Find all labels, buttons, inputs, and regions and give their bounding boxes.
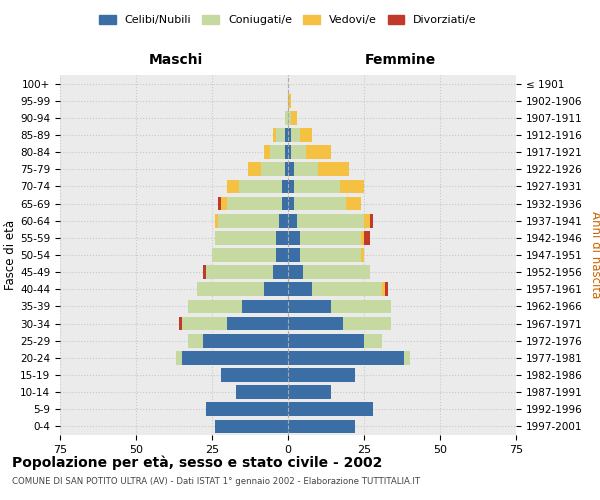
Bar xyxy=(288,402,373,416)
Bar xyxy=(285,162,288,176)
Text: COMUNE DI SAN POTITO ULTRA (AV) - Dati ISTAT 1° gennaio 2002 - Elaborazione TUTT: COMUNE DI SAN POTITO ULTRA (AV) - Dati I… xyxy=(12,478,420,486)
Bar xyxy=(364,214,370,228)
Bar xyxy=(294,196,346,210)
Bar xyxy=(313,282,382,296)
Bar xyxy=(288,214,297,228)
Bar xyxy=(263,146,270,159)
Bar xyxy=(273,128,276,142)
Bar xyxy=(288,111,291,124)
Y-axis label: Anni di nascita: Anni di nascita xyxy=(589,212,600,298)
Bar xyxy=(288,420,355,434)
Bar xyxy=(285,111,288,124)
Bar xyxy=(288,128,291,142)
Bar xyxy=(297,214,364,228)
Bar xyxy=(288,282,313,296)
Text: Maschi: Maschi xyxy=(148,54,203,68)
Bar xyxy=(343,316,391,330)
Bar xyxy=(282,180,288,194)
Text: Popolazione per età, sesso e stato civile - 2002: Popolazione per età, sesso e stato civil… xyxy=(12,455,382,469)
Bar xyxy=(182,316,227,330)
Bar xyxy=(206,402,288,416)
Legend: Celibi/Nubili, Coniugati/e, Vedovi/e, Divorziati/e: Celibi/Nubili, Coniugati/e, Vedovi/e, Di… xyxy=(95,10,481,30)
Bar xyxy=(282,196,288,210)
Bar xyxy=(300,248,361,262)
Bar xyxy=(288,162,294,176)
Bar xyxy=(285,146,288,159)
Bar xyxy=(188,300,242,314)
Y-axis label: Fasce di età: Fasce di età xyxy=(4,220,17,290)
Bar xyxy=(218,196,221,210)
Bar xyxy=(260,162,285,176)
Bar xyxy=(288,368,355,382)
Text: Femmine: Femmine xyxy=(365,54,436,68)
Bar xyxy=(215,214,218,228)
Bar xyxy=(218,214,279,228)
Bar xyxy=(263,282,288,296)
Bar xyxy=(276,248,288,262)
Bar xyxy=(288,94,291,108)
Bar xyxy=(331,300,391,314)
Bar xyxy=(294,180,340,194)
Bar xyxy=(294,162,319,176)
Bar xyxy=(382,282,385,296)
Bar xyxy=(361,248,364,262)
Bar xyxy=(206,266,273,279)
Bar xyxy=(215,231,276,244)
Bar xyxy=(288,316,343,330)
Bar xyxy=(288,334,364,347)
Bar xyxy=(227,316,288,330)
Bar xyxy=(346,196,361,210)
Bar xyxy=(239,180,282,194)
Bar xyxy=(291,111,297,124)
Bar xyxy=(273,266,288,279)
Bar xyxy=(288,248,300,262)
Bar xyxy=(242,300,288,314)
Bar xyxy=(291,128,300,142)
Bar xyxy=(188,334,203,347)
Bar xyxy=(203,266,206,279)
Bar xyxy=(303,266,370,279)
Bar xyxy=(276,128,285,142)
Bar xyxy=(279,214,288,228)
Bar xyxy=(197,282,263,296)
Bar xyxy=(215,420,288,434)
Bar xyxy=(385,282,388,296)
Bar xyxy=(300,231,361,244)
Bar xyxy=(288,300,331,314)
Bar xyxy=(182,351,288,364)
Bar xyxy=(404,351,410,364)
Bar xyxy=(288,196,294,210)
Bar xyxy=(291,146,306,159)
Bar xyxy=(285,128,288,142)
Bar xyxy=(221,196,227,210)
Bar xyxy=(370,214,373,228)
Bar xyxy=(300,128,313,142)
Bar xyxy=(288,351,404,364)
Bar xyxy=(270,146,285,159)
Bar xyxy=(340,180,364,194)
Bar xyxy=(361,231,364,244)
Bar xyxy=(288,180,294,194)
Bar xyxy=(364,231,370,244)
Bar xyxy=(176,351,182,364)
Bar xyxy=(288,231,300,244)
Bar xyxy=(236,386,288,399)
Bar xyxy=(306,146,331,159)
Bar xyxy=(248,162,260,176)
Bar xyxy=(212,248,276,262)
Bar xyxy=(227,180,239,194)
Bar xyxy=(319,162,349,176)
Bar xyxy=(288,266,303,279)
Bar xyxy=(364,334,382,347)
Bar xyxy=(179,316,182,330)
Bar xyxy=(227,196,282,210)
Bar xyxy=(288,386,331,399)
Bar xyxy=(221,368,288,382)
Bar xyxy=(288,146,291,159)
Bar xyxy=(203,334,288,347)
Bar xyxy=(276,231,288,244)
